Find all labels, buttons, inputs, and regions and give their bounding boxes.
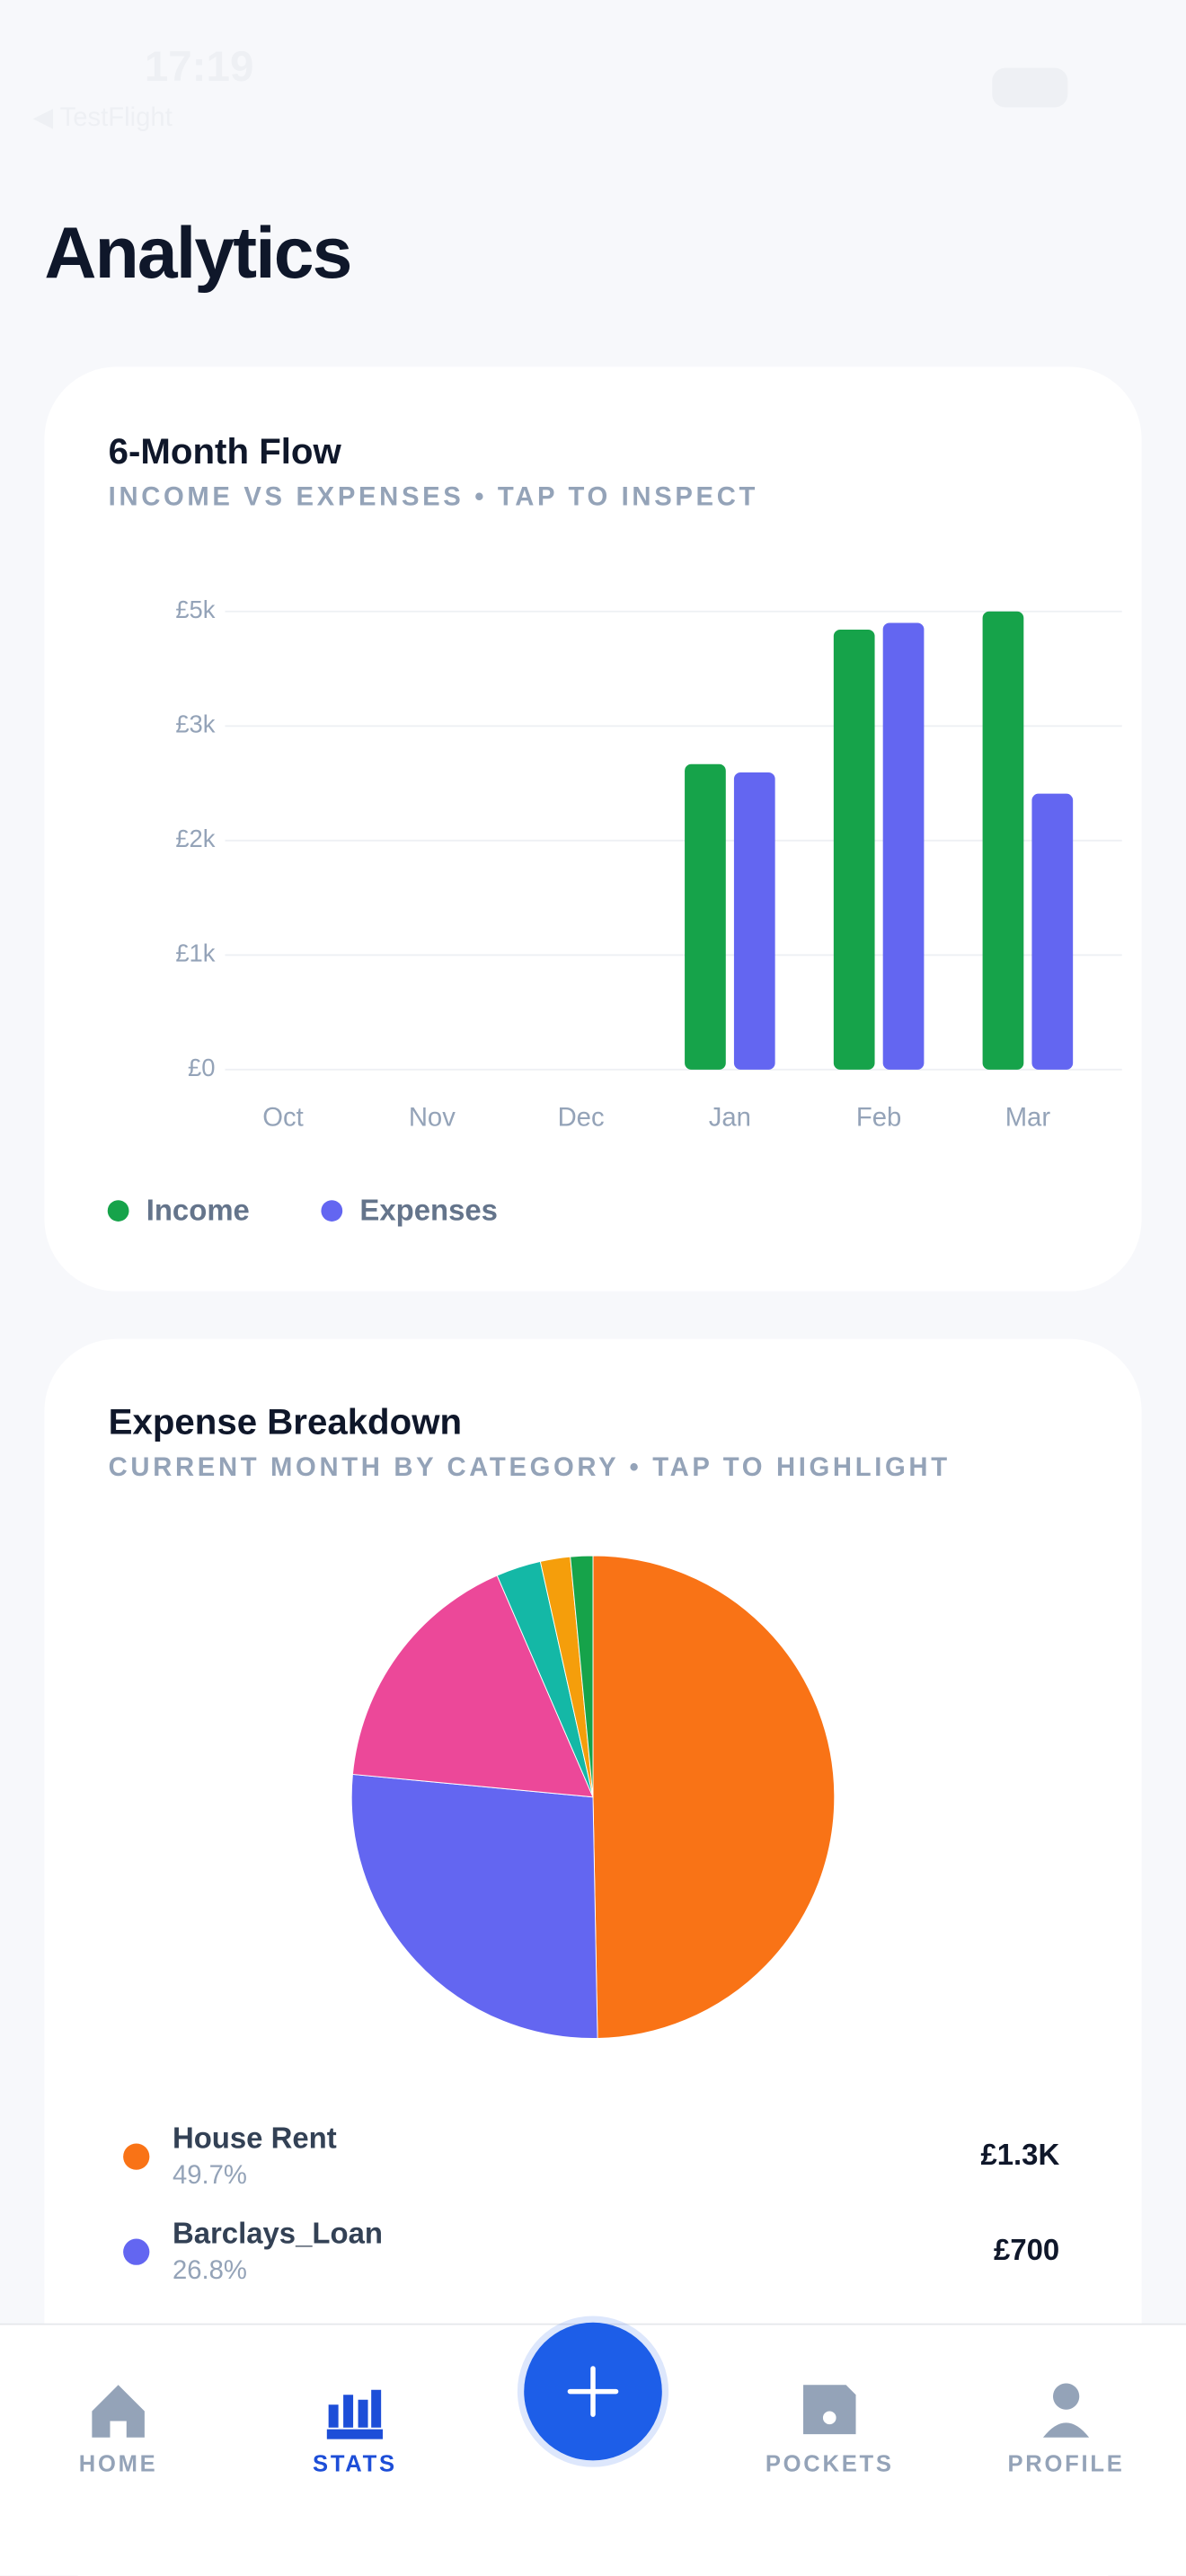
pie-slice[interactable] [592,1555,835,2039]
x-tick-label: Mar [1005,1103,1051,1132]
category-percent: 49.7% [173,2161,247,2190]
pie-slice[interactable] [570,1555,594,1797]
legend-swatch [107,1200,129,1222]
card-subtitle: CURRENT MONTH BY CATEGORY • TAP TO HIGHL… [109,1453,951,1482]
legend-label: Expenses [359,1194,498,1227]
status-time: 17:19 [145,43,254,91]
y-tick-label: £3k [175,710,215,738]
y-tick-label: £2k [175,825,215,852]
legend-swatch [123,2143,150,2170]
pie-slice[interactable] [351,1575,594,1798]
bar[interactable] [733,772,775,1070]
bar[interactable] [833,629,875,1070]
battery [992,67,1068,108]
category-name[interactable]: Barclays_Loan [173,2217,383,2250]
back-link[interactable]: ◀ TestFlight [33,103,173,132]
y-tick-label: £0 [188,1054,215,1081]
bar[interactable] [882,622,925,1070]
bar[interactable] [982,611,1024,1070]
nav-label[interactable]: PROFILE [1008,2452,1125,2477]
legend-swatch [123,2238,150,2265]
legend-swatch [321,1200,343,1222]
nav-label[interactable]: HOME [79,2452,158,2477]
charts: £0 £1k £2k £3k £5k Oct Nov Dec Jan Feb Mar Income Ex… [107,595,1122,2285]
card-title: Expense Breakdown [109,1401,462,1442]
add-icon [567,2366,619,2417]
pie-slice[interactable] [350,1773,598,2039]
y-tick-label: £1k [175,940,215,967]
nav-icon-detail [822,2411,836,2425]
card-title: 6-Month Flow [109,431,342,472]
nav-icon [326,2389,383,2439]
y-tick-label: £5k [175,595,215,623]
category-amount: £1.3K [980,2138,1059,2171]
category-percent: 26.8% [173,2256,247,2285]
nav-icon [1042,2383,1090,2438]
x-tick-label: Jan [709,1103,751,1132]
nav-icon [803,2385,856,2435]
nav-label[interactable]: STATS [313,2452,397,2477]
x-tick-label: Dec [558,1103,605,1132]
bar[interactable] [1031,793,1074,1070]
x-tick-label: Feb [856,1103,901,1132]
bar[interactable] [685,763,726,1070]
category-name[interactable]: House Rent [173,2122,337,2155]
page-title: Analytics [44,213,350,294]
x-tick-label: Oct [262,1103,304,1132]
legend-label: Income [146,1194,250,1227]
category-amount: £700 [994,2233,1059,2266]
card-subtitle: INCOME VS EXPENSES • TAP TO INSPECT [109,482,758,511]
nav-label[interactable]: POCKETS [766,2452,894,2477]
x-tick-label: Nov [409,1103,456,1132]
